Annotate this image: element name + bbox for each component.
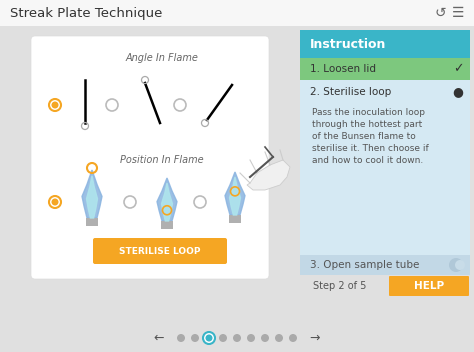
Text: 2. Sterilise loop: 2. Sterilise loop [310,87,391,97]
FancyBboxPatch shape [300,80,470,255]
FancyBboxPatch shape [300,275,470,297]
Text: 1. Loosen lid: 1. Loosen lid [310,64,376,74]
FancyBboxPatch shape [0,26,474,320]
Polygon shape [229,177,240,215]
Circle shape [449,258,463,272]
Circle shape [52,199,58,206]
Polygon shape [247,160,290,190]
FancyBboxPatch shape [161,221,173,229]
Circle shape [219,334,227,342]
Circle shape [206,334,212,341]
Text: 3. Open sample tube: 3. Open sample tube [310,260,419,270]
FancyBboxPatch shape [86,218,98,226]
Text: STERILISE LOOP: STERILISE LOOP [119,246,201,256]
Polygon shape [86,176,98,218]
Circle shape [275,334,283,342]
Text: Pass the inoculation loop: Pass the inoculation loop [312,108,425,117]
Text: ✓: ✓ [453,63,463,75]
Polygon shape [225,172,245,215]
Text: ☰: ☰ [452,6,464,20]
Text: ●: ● [453,86,464,99]
Text: sterilise it. Then choose if: sterilise it. Then choose if [312,144,429,153]
Circle shape [455,260,465,270]
Circle shape [52,101,58,108]
Text: Instruction: Instruction [310,38,386,50]
Polygon shape [157,178,177,221]
Text: Step 2 of 5: Step 2 of 5 [313,281,367,291]
Circle shape [177,334,185,342]
Text: and how to cool it down.: and how to cool it down. [312,156,423,165]
FancyBboxPatch shape [31,36,269,279]
FancyBboxPatch shape [93,238,227,264]
Circle shape [261,334,269,342]
Circle shape [233,334,241,342]
Text: →: → [310,332,320,345]
FancyBboxPatch shape [0,320,474,352]
Text: of the Bunsen flame to: of the Bunsen flame to [312,132,416,141]
Circle shape [191,334,199,342]
Text: Streak Plate Technique: Streak Plate Technique [10,6,163,19]
FancyBboxPatch shape [229,215,241,223]
Text: ←: ← [154,332,164,345]
Polygon shape [82,170,102,218]
Circle shape [247,334,255,342]
Text: HELP: HELP [414,281,444,291]
FancyBboxPatch shape [300,58,470,80]
Text: through the hottest part: through the hottest part [312,120,422,129]
Text: Angle In Flame: Angle In Flame [125,53,198,63]
FancyBboxPatch shape [0,0,474,26]
FancyBboxPatch shape [389,276,469,296]
FancyBboxPatch shape [300,255,470,275]
Circle shape [289,334,297,342]
Polygon shape [162,183,173,221]
FancyBboxPatch shape [300,30,470,58]
Circle shape [203,332,215,344]
Text: ↺: ↺ [434,6,446,20]
Text: Position In Flame: Position In Flame [120,155,203,165]
